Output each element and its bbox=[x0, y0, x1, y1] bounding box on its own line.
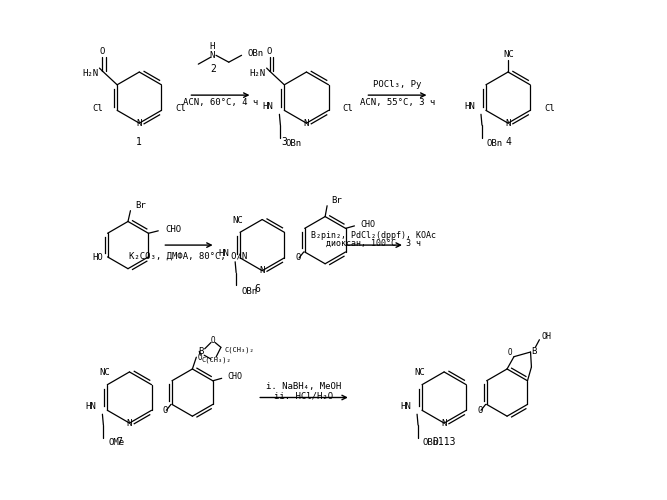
Text: HN: HN bbox=[86, 402, 97, 411]
Text: NC: NC bbox=[504, 50, 514, 59]
Text: HO: HO bbox=[92, 254, 103, 262]
Text: 2: 2 bbox=[210, 64, 216, 74]
Text: 1: 1 bbox=[136, 137, 142, 147]
Text: OBn: OBn bbox=[285, 140, 301, 148]
Text: i. NaBH₄, MeOH: i. NaBH₄, MeOH bbox=[266, 382, 342, 391]
Text: 7: 7 bbox=[117, 437, 123, 447]
Text: N: N bbox=[506, 118, 511, 128]
Text: POCl₃, Py: POCl₃, Py bbox=[374, 80, 422, 90]
Text: Br: Br bbox=[331, 196, 342, 205]
Text: Cl: Cl bbox=[544, 104, 555, 114]
Text: OH: OH bbox=[542, 332, 552, 341]
Text: N: N bbox=[127, 418, 132, 428]
Text: B: B bbox=[531, 346, 536, 356]
Text: C(CH₃)₂: C(CH₃)₂ bbox=[224, 346, 254, 352]
Text: NC: NC bbox=[232, 216, 243, 224]
Text: NC: NC bbox=[99, 368, 110, 377]
Text: O: O bbox=[99, 47, 105, 56]
Text: HN: HN bbox=[464, 102, 475, 111]
Text: 6: 6 bbox=[254, 284, 260, 294]
Text: B: B bbox=[199, 347, 204, 356]
Text: HN: HN bbox=[400, 402, 411, 411]
Text: HN: HN bbox=[263, 102, 273, 111]
Text: H: H bbox=[209, 42, 215, 51]
Text: O: O bbox=[295, 254, 301, 262]
Text: CHO: CHO bbox=[360, 220, 376, 229]
Text: O: O bbox=[211, 336, 215, 345]
Text: OBn: OBn bbox=[247, 49, 263, 58]
Text: OMe: OMe bbox=[108, 438, 125, 446]
Text: B₂pin₂, PdCl₂(dppf), KOAc: B₂pin₂, PdCl₂(dppf), KOAc bbox=[311, 231, 436, 240]
Text: O: O bbox=[267, 47, 272, 56]
Text: O: O bbox=[197, 352, 202, 362]
Text: O: O bbox=[477, 406, 482, 415]
Text: Br: Br bbox=[135, 201, 145, 210]
Text: HN: HN bbox=[219, 250, 229, 258]
Text: H₂N: H₂N bbox=[82, 70, 99, 78]
Text: N: N bbox=[209, 51, 215, 60]
Text: CHO: CHO bbox=[227, 372, 243, 382]
Text: Cl: Cl bbox=[175, 104, 186, 114]
Text: NC: NC bbox=[414, 368, 425, 377]
Text: CHO: CHO bbox=[165, 225, 181, 234]
Text: 4: 4 bbox=[505, 137, 511, 147]
Text: H₂N: H₂N bbox=[249, 70, 265, 78]
Text: ii. HCl/H₂O: ii. HCl/H₂O bbox=[274, 391, 334, 400]
Text: Cl: Cl bbox=[93, 104, 103, 114]
Text: OBn: OBn bbox=[423, 438, 439, 446]
Text: OBn: OBn bbox=[487, 140, 503, 148]
Text: C(CH₃)₂: C(CH₃)₂ bbox=[201, 357, 231, 364]
Text: OBn: OBn bbox=[241, 287, 257, 296]
Text: ACN, 60°C, 4 ч: ACN, 60°C, 4 ч bbox=[183, 98, 258, 107]
Text: N: N bbox=[137, 118, 142, 128]
Text: D113: D113 bbox=[432, 437, 456, 447]
Text: N: N bbox=[259, 266, 265, 275]
Text: 3: 3 bbox=[281, 137, 287, 147]
Text: N: N bbox=[303, 118, 309, 128]
Text: диоксан, 100°C, 3 ч: диоксан, 100°C, 3 ч bbox=[326, 238, 422, 248]
Text: O: O bbox=[163, 406, 168, 415]
Text: Cl: Cl bbox=[342, 104, 353, 114]
Text: N: N bbox=[442, 418, 447, 428]
Text: ACN, 55°C, 3 ч: ACN, 55°C, 3 ч bbox=[360, 98, 435, 107]
Text: O: O bbox=[508, 348, 512, 358]
Text: K₂CO₃, ДМФА, 80°C, O/N: K₂CO₃, ДМФА, 80°C, O/N bbox=[129, 252, 247, 260]
